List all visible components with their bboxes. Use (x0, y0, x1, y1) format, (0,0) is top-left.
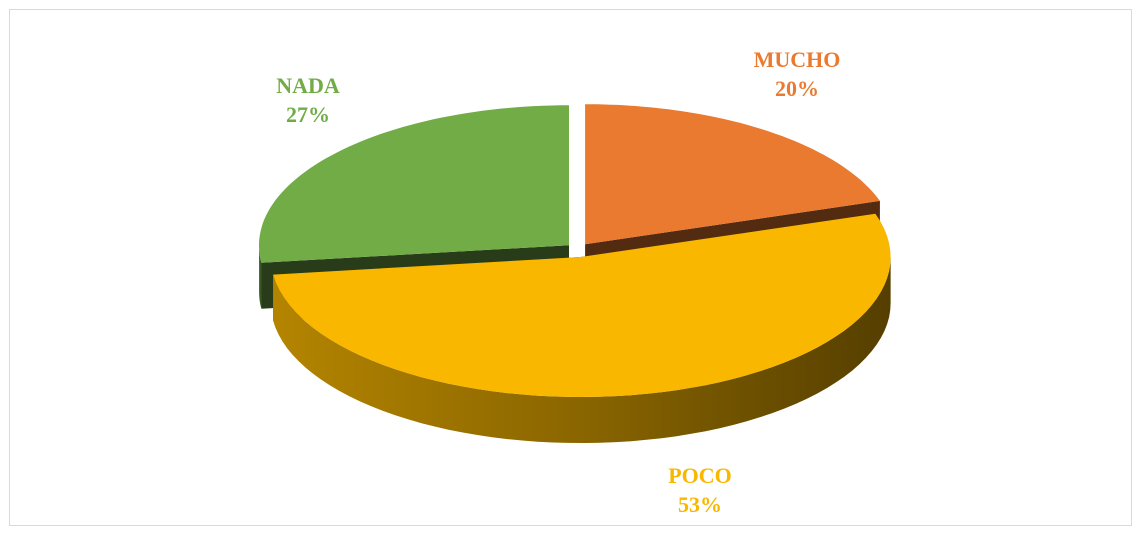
slice (259, 105, 569, 263)
value-label: 20% (775, 76, 819, 101)
slice (273, 213, 891, 443)
slice (273, 213, 891, 397)
value-label: 27% (286, 102, 330, 127)
category-label: POCO (668, 463, 732, 488)
slice-side-shade (273, 257, 891, 443)
pie (259, 104, 891, 443)
category-label: MUCHO (754, 47, 841, 72)
slice (585, 104, 880, 245)
slice-side-shade (259, 245, 262, 309)
value-label: 53% (678, 492, 722, 517)
category-label: NADA (276, 73, 340, 98)
labels: MUCHO 20% NADA 27% POCO 53% (276, 47, 840, 517)
